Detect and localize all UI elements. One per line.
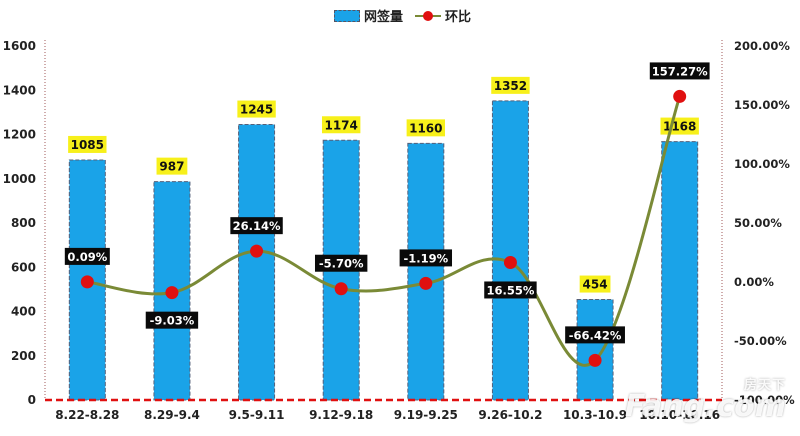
bar-value-label-bg — [237, 100, 276, 118]
line-marker — [165, 286, 179, 300]
y-right-tick-label: 200.00% — [734, 39, 790, 53]
line-marker — [503, 255, 517, 269]
bar-value-label-bg — [406, 119, 446, 137]
bar-value-label: 1160 — [409, 121, 442, 135]
bar-value-label-bg — [68, 135, 107, 153]
bar — [238, 124, 276, 401]
y-left-tick-label: 1000 — [3, 172, 36, 186]
y-right-tick-label: 150.00% — [734, 98, 790, 112]
x-tick-label: 9.26-10.2 — [478, 408, 542, 422]
x-tick-label: 9.12-9.18 — [309, 408, 373, 422]
line-value-label: 16.55% — [486, 283, 534, 297]
line-value-label-bg — [484, 281, 537, 299]
bar-value-label-bg — [321, 116, 361, 134]
x-tick-label: 8.22-8.28 — [55, 408, 119, 422]
bar-value-label-bg — [156, 157, 188, 175]
line-marker — [334, 282, 348, 296]
bar-value-label: 1085 — [71, 138, 104, 152]
y-right-tick-label: 50.00% — [734, 216, 782, 230]
y-right-tick-label: -50.00% — [734, 334, 787, 348]
watermark-line2: Fang.com — [624, 389, 786, 424]
bar — [491, 100, 529, 401]
x-tick-label: 9.5-9.11 — [229, 408, 285, 422]
y-left-tick-label: 0 — [28, 393, 36, 407]
y-left-tick-label: 400 — [11, 305, 36, 319]
line-marker — [80, 275, 94, 289]
line-value-label: 157.27% — [652, 64, 708, 78]
bar-value-label: 1352 — [494, 79, 527, 93]
bar-value-label-bg — [579, 275, 611, 293]
legend-bar-swatch — [334, 9, 360, 22]
x-tick-label: 10.3-10.9 — [563, 408, 627, 422]
line-value-label-bg — [565, 326, 625, 344]
y-right-tick-label: -100.00% — [734, 393, 795, 407]
bar-value-label: 987 — [159, 160, 184, 174]
line-value-label: -9.03% — [150, 314, 195, 328]
bar-value-label: 1174 — [324, 118, 357, 132]
y-right-tick-label: 100.00% — [734, 157, 790, 171]
bar — [576, 299, 614, 401]
bar-value-label: 1245 — [240, 103, 273, 117]
x-tick-label: 8.29-9.4 — [144, 408, 200, 422]
legend: 网签量 环比 — [334, 6, 471, 25]
bar-value-label: 1168 — [663, 120, 696, 134]
line-value-label: -66.42% — [569, 328, 622, 342]
y-left-tick-label: 200 — [11, 349, 36, 363]
line-marker — [419, 276, 433, 290]
line-value-label: 26.14% — [233, 219, 281, 233]
x-tick-label: 10.10-10.16 — [639, 408, 720, 422]
y-left-tick-label: 1400 — [3, 83, 36, 97]
line-value-label-bg — [230, 217, 283, 235]
line-value-label-bg — [145, 311, 199, 329]
bar-value-label: 454 — [583, 278, 608, 292]
x-tick-label: 9.19-9.25 — [394, 408, 458, 422]
legend-item-bar: 网签量 — [334, 6, 403, 25]
line-value-label-bg — [399, 249, 453, 267]
legend-item-line: 环比 — [415, 6, 471, 25]
watermark-logo: 房天下 Fang.com — [625, 379, 786, 422]
y-left-tick-label: 800 — [11, 216, 36, 230]
y-left-tick-label: 1200 — [3, 128, 36, 142]
legend-line-label: 环比 — [445, 10, 472, 25]
line-value-label: -5.70% — [319, 257, 364, 271]
line-value-label-bg — [649, 62, 710, 80]
bar — [407, 142, 445, 401]
line-value-label: -1.19% — [403, 251, 448, 265]
bar-value-label-bg — [491, 76, 530, 94]
bar — [661, 141, 699, 401]
legend-bar-label: 网签量 — [364, 10, 404, 25]
y-left-tick-label: 600 — [11, 260, 36, 274]
y-left-tick-label: 1600 — [3, 39, 36, 53]
line-value-label-bg — [64, 247, 110, 265]
line-marker — [250, 244, 264, 258]
line-value-label: 0.09% — [67, 250, 107, 264]
line-value-label-bg — [314, 254, 368, 272]
legend-line-swatch — [415, 10, 442, 22]
line-marker — [673, 89, 687, 103]
watermark-line1: 房天下 — [743, 378, 786, 393]
line-marker — [588, 353, 602, 367]
y-right-tick-label: 0.00% — [734, 275, 774, 289]
